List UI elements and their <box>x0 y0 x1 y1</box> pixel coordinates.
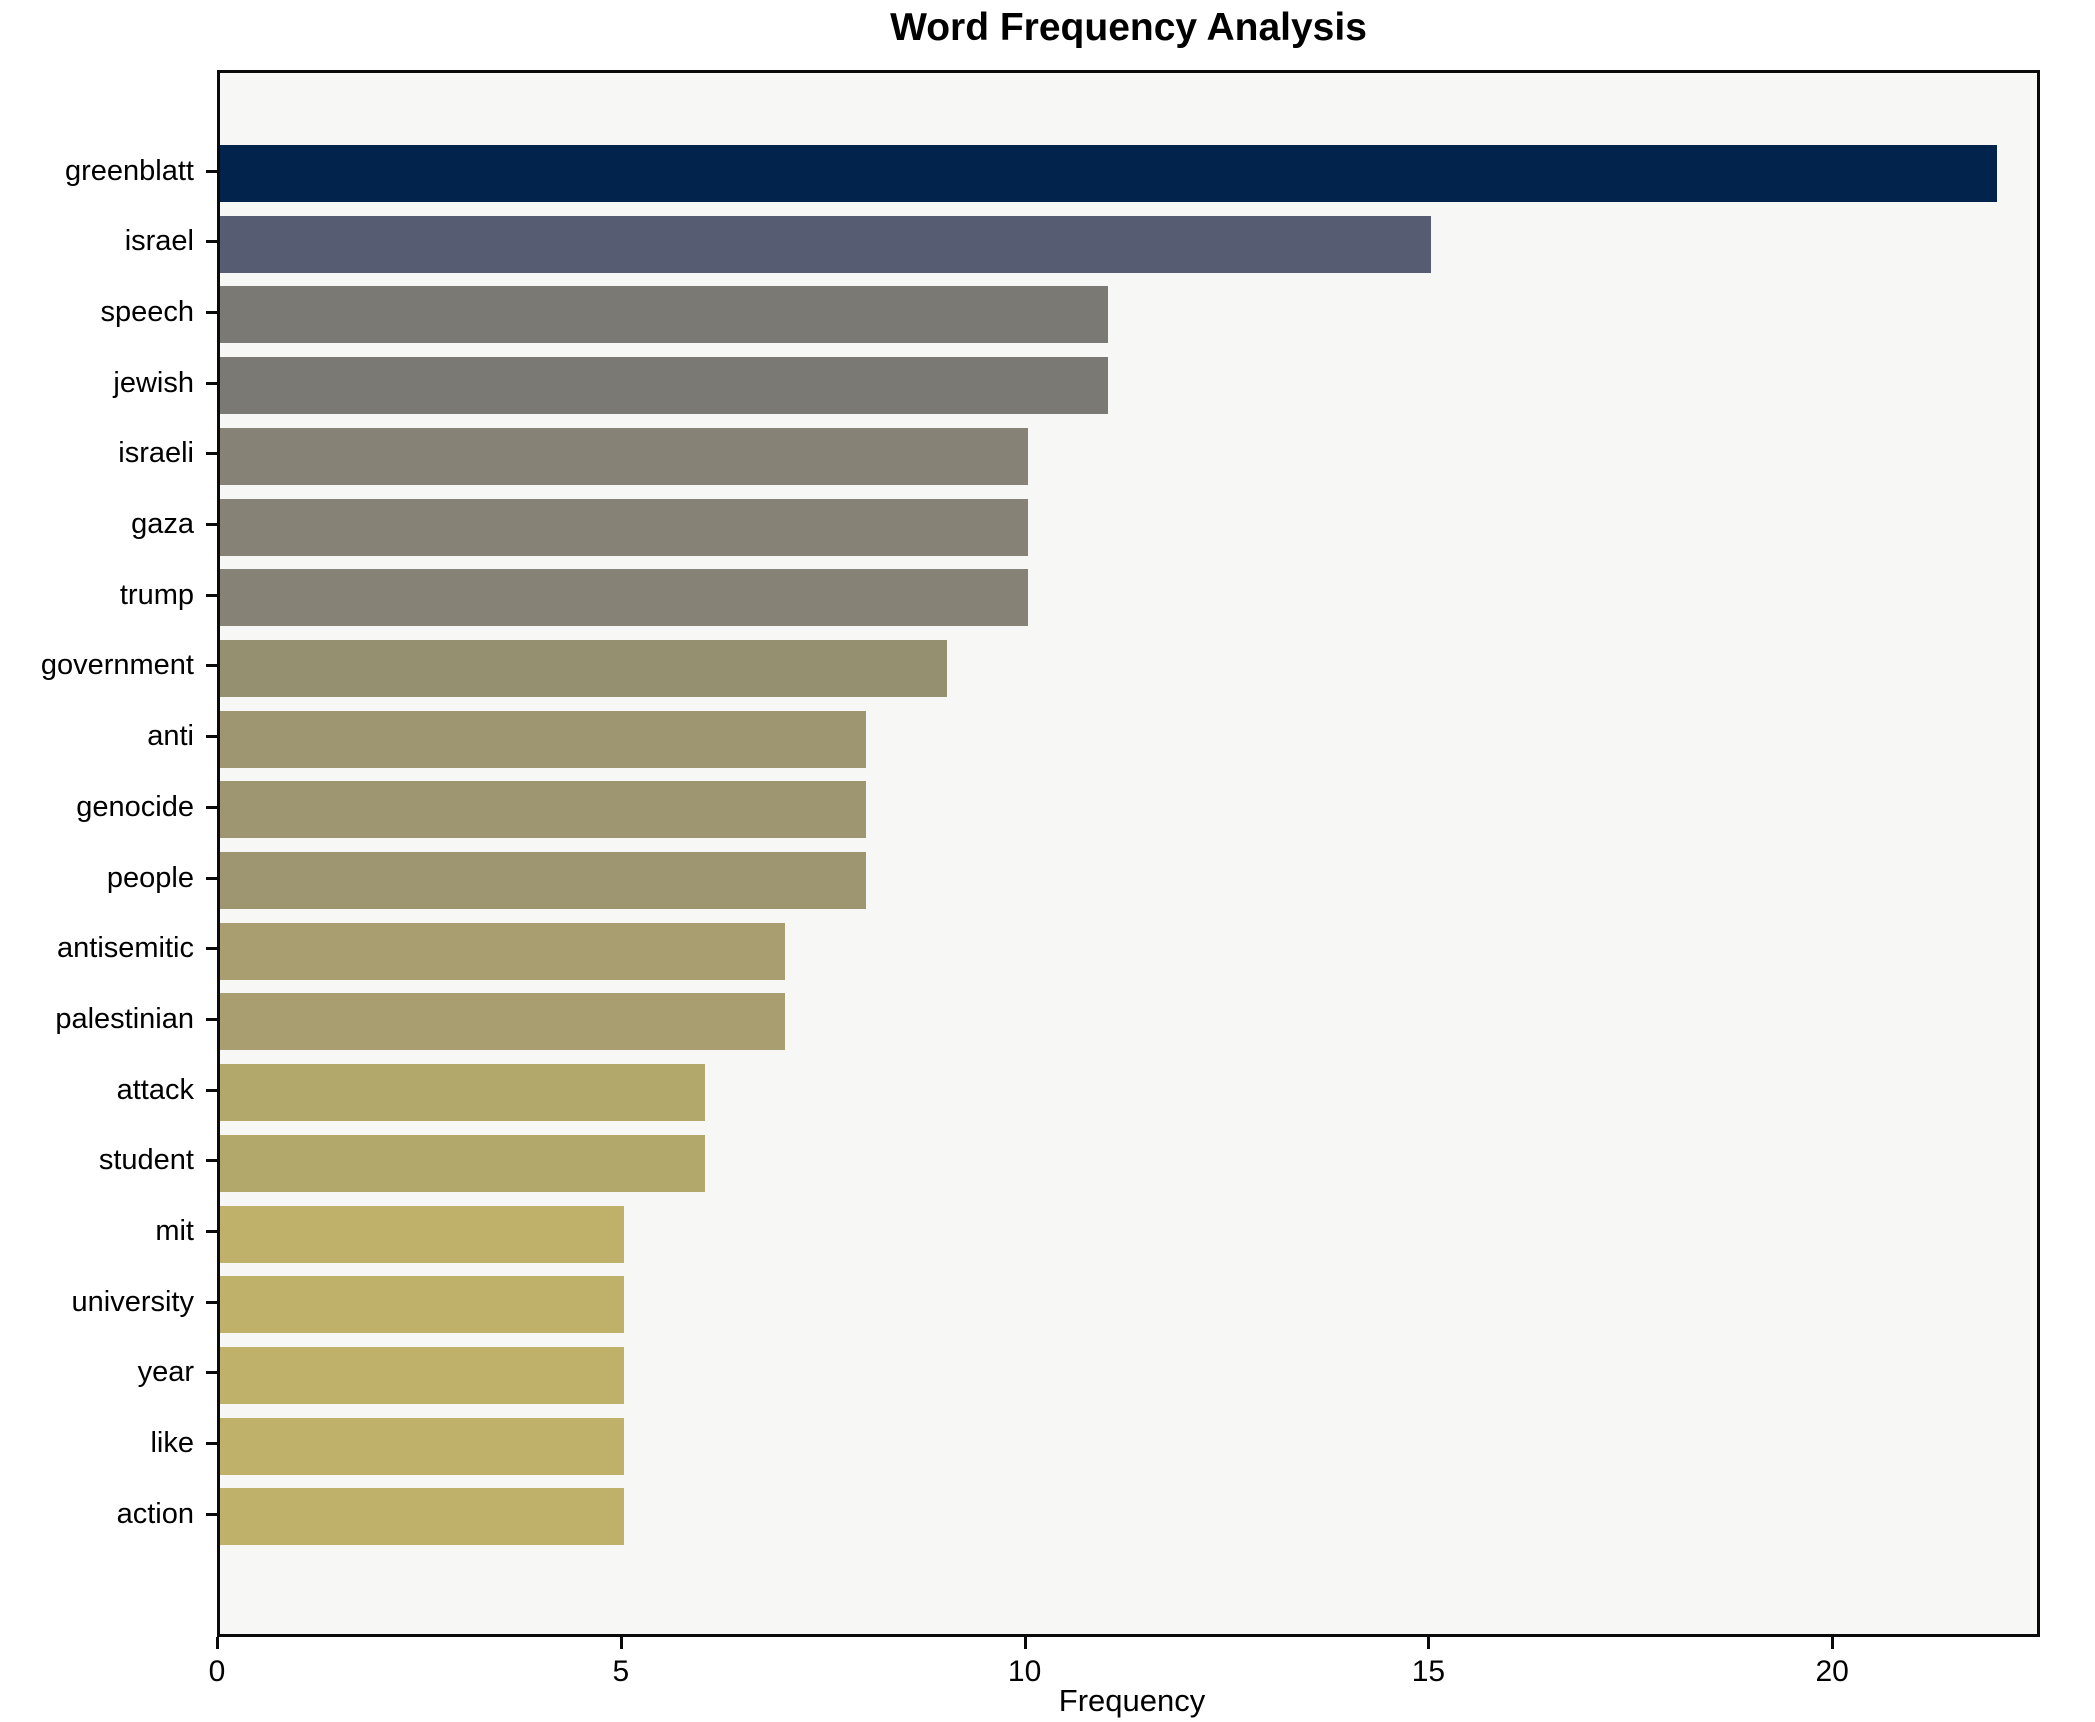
y-tick-mark <box>206 1230 217 1233</box>
x-tick-label-5: 5 <box>612 1655 630 1688</box>
bar-antisemitic <box>220 922 786 980</box>
y-tick-label-antisemitic: antisemitic <box>57 932 194 965</box>
y-tick-label-student: student <box>98 1144 194 1177</box>
y-tick-mark <box>206 1159 217 1163</box>
y-tick-mark <box>206 169 217 173</box>
bar-student <box>220 1134 705 1192</box>
plot-area <box>217 70 2040 1637</box>
y-tick-mark <box>206 1371 217 1375</box>
bar-greenblatt <box>220 145 1997 202</box>
y-tick-mark <box>206 452 217 456</box>
y-tick-label-mit: mit <box>155 1215 194 1247</box>
y-tick-label-government: government <box>40 649 194 682</box>
y-tick-label-year: year <box>137 1356 194 1389</box>
x-tick-mark <box>1427 1637 1431 1649</box>
bar-attack <box>220 1064 705 1122</box>
x-tick-mark <box>216 1637 219 1649</box>
y-tick-mark <box>206 805 217 809</box>
y-tick-mark <box>206 876 217 880</box>
y-tick-label-genocide: genocide <box>76 790 194 823</box>
x-tick-mark <box>619 1637 623 1649</box>
bar-anti <box>220 710 867 768</box>
y-tick-mark <box>206 523 217 526</box>
x-tick-label-10: 10 <box>1007 1655 1042 1688</box>
y-tick-label-anti: anti <box>147 720 194 753</box>
bar-people <box>220 852 867 909</box>
x-tick-mark <box>1023 1637 1027 1649</box>
y-tick-label-speech: speech <box>100 295 194 328</box>
y-tick-mark <box>206 593 217 597</box>
bar-israel <box>220 215 1432 273</box>
bar-jewish <box>220 357 1109 415</box>
x-tick-label-15: 15 <box>1411 1655 1446 1688</box>
bar-action <box>220 1488 624 1546</box>
bar-speech <box>220 286 1109 344</box>
y-tick-label-gaza: gaza <box>131 508 194 540</box>
y-tick-label-palestinian: palestinian <box>55 1002 194 1035</box>
x-tick-label-20: 20 <box>1815 1655 1849 1688</box>
y-tick-label-trump: trump <box>119 578 194 611</box>
bar-university <box>220 1276 624 1334</box>
bar-government <box>220 639 947 697</box>
bar-genocide <box>220 781 867 839</box>
y-tick-mark <box>206 1017 217 1021</box>
y-tick-label-people: people <box>106 861 194 894</box>
y-tick-label-attack: attack <box>116 1073 194 1106</box>
y-tick-mark <box>206 381 217 385</box>
y-tick-mark <box>206 664 217 668</box>
bar-year <box>220 1346 624 1404</box>
x-axis-label: Frequency <box>1058 1683 1206 1718</box>
y-tick-mark <box>206 1442 217 1446</box>
y-tick-label-greenblatt: greenblatt <box>65 154 194 187</box>
y-tick-mark <box>206 1300 217 1304</box>
bar-mit <box>220 1205 624 1263</box>
y-tick-label-like: like <box>150 1427 194 1460</box>
y-tick-label-action: action <box>116 1497 194 1530</box>
chart-title: Word Frequency Analysis <box>890 6 1367 49</box>
y-tick-label-israel: israel <box>124 225 194 258</box>
y-tick-label-university: university <box>71 1285 195 1318</box>
y-tick-mark <box>206 1088 217 1092</box>
y-tick-mark <box>206 947 217 951</box>
y-tick-label-jewish: jewish <box>113 366 194 399</box>
y-tick-mark <box>206 735 217 739</box>
bar-trump <box>220 569 1028 627</box>
y-tick-mark <box>206 1512 217 1516</box>
bar-israeli <box>220 427 1028 485</box>
bar-like <box>220 1417 624 1475</box>
x-tick-mark <box>1831 1637 1835 1649</box>
y-tick-mark <box>206 240 217 244</box>
bar-palestinian <box>220 993 786 1051</box>
x-tick-label-0: 0 <box>208 1655 226 1688</box>
y-tick-label-israeli: israeli <box>118 437 194 470</box>
y-tick-mark <box>206 310 217 314</box>
bar-gaza <box>220 498 1028 556</box>
